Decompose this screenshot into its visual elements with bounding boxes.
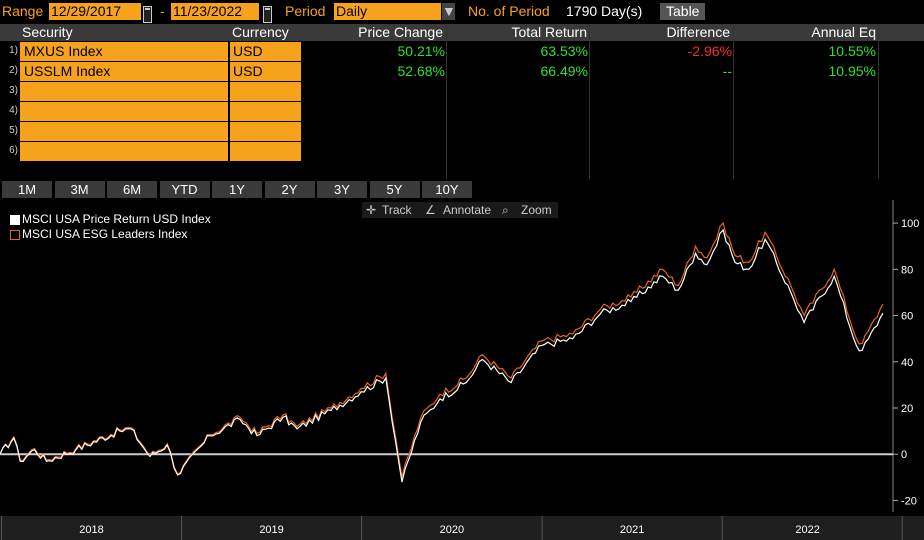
y-tick-label: 60 [901,311,913,323]
row-index: 2) [9,65,18,76]
period-button[interactable]: 2Y [264,181,315,198]
period-button[interactable]: 3M [54,181,105,198]
security-cell[interactable] [20,122,229,141]
x-tick-label: 2022 [795,524,819,536]
chart-area: -20 0 20 40 60 80 100 2018 2019 2020 2021 2022 [0,200,924,540]
security-cell[interactable] [20,142,229,161]
table-header: Security Currency Price Change Total Ret… [0,24,924,41]
row-index: 4) [9,105,18,116]
x-tick-label: 2021 [620,524,644,536]
price-change-cell: 52.68% [397,63,445,79]
difference-cell: -2.96% [687,43,732,59]
y-tick-label: 40 [901,357,913,369]
range-label: Range [2,3,44,19]
security-cell[interactable]: MXUS Index [20,42,229,61]
currency-cell[interactable] [230,122,301,141]
total-return-cell: 66.49% [540,63,588,79]
period-dropdown[interactable]: Daily [334,3,441,20]
period-button[interactable]: 1M [2,181,52,198]
row-index: 5) [9,125,18,136]
y-tick-label: 20 [901,403,913,415]
period-button[interactable]: 1Y [212,181,262,198]
x-axis-band [0,516,924,540]
column-divider [733,24,734,179]
y-tick-label: 80 [901,264,913,276]
period-button[interactable]: 6M [107,181,157,198]
annual-eq-cell: 10.55% [828,43,876,59]
security-cell[interactable] [20,82,229,101]
column-divider [589,24,590,179]
annual-eq-cell: 10.95% [828,63,876,79]
row-index: 1) [9,45,18,56]
chevron-down-icon[interactable]: ▼ [442,3,456,20]
col-header-total-return[interactable]: Total Return [511,24,587,40]
table-row[interactable]: 1) MXUS Index USD 50.21% 63.53% -2.96% 10.55% [0,42,924,62]
series-line [0,228,884,483]
x-tick-label: 2018 [79,524,103,536]
security-cell[interactable] [20,102,229,121]
range-dash: - [160,3,165,19]
total-return-cell: 63.53% [540,43,588,59]
period-button[interactable]: 3Y [317,181,367,198]
nperiod-value: 1790 Day(s) [566,3,643,19]
currency-cell[interactable]: USD [230,42,301,61]
y-tick-label: -20 [901,495,917,507]
y-tick-label: 0 [901,449,907,461]
series-line [0,221,884,478]
x-tick-label: 2019 [259,524,283,536]
calendar-icon[interactable] [143,6,152,23]
table-row[interactable]: 6) [0,142,924,162]
chart-legend: MSCI USA Price Return USD Index MSCI USA… [8,212,211,242]
period-label: Period [285,3,326,19]
price-change-cell: 50.21% [397,43,445,59]
search-icon[interactable]: ⌕ [502,203,509,217]
crosshair-icon[interactable]: ✛ [366,203,377,217]
annotate-button[interactable]: Annotate [443,203,492,217]
currency-cell[interactable]: USD [230,62,301,81]
legend-label: MSCI USA Price Return USD Index [22,212,211,226]
row-index: 3) [9,85,18,96]
legend-swatch [10,230,20,240]
calendar-icon[interactable] [263,6,272,23]
x-tick-label: 2020 [440,524,464,536]
col-header-security[interactable]: Security [22,24,73,40]
pencil-icon[interactable]: ∠ [425,203,436,217]
table-row[interactable]: 5) [0,122,924,142]
col-header-difference[interactable]: Difference [666,24,730,40]
security-cell[interactable]: USSLM Index [20,62,229,81]
currency-cell[interactable] [230,142,301,161]
legend-item[interactable]: MSCI USA ESG Leaders Index [8,227,211,242]
top-bar: Range 12/29/2017 - 11/23/2022 Period Dai… [0,0,924,23]
legend-label: MSCI USA ESG Leaders Index [22,227,188,241]
difference-cell: -- [722,63,732,79]
column-divider [446,24,447,179]
table-row[interactable]: 2) USSLM Index USD 52.68% 66.49% -- 10.95% [0,62,924,82]
track-button[interactable]: Track [382,203,412,217]
table-button[interactable]: Table [660,3,706,20]
period-button[interactable]: 10Y [422,181,472,198]
period-button[interactable]: YTD [159,181,210,198]
col-header-price-change[interactable]: Price Change [358,24,443,40]
period-button[interactable]: 5Y [369,181,420,198]
legend-item[interactable]: MSCI USA Price Return USD Index [8,212,211,227]
column-divider [878,24,879,179]
currency-cell[interactable] [230,102,301,121]
zoom-button[interactable]: Zoom [521,203,552,217]
nperiod-label: No. of Period [468,3,550,19]
legend-swatch [10,215,20,225]
y-tick-label: 100 [901,218,919,230]
chart-toolbar: ✛ Track ∠ Annotate ⌕ Zoom [362,202,558,218]
col-header-currency[interactable]: Currency [232,24,289,40]
end-date-field[interactable]: 11/23/2022 [171,3,259,20]
row-index: 6) [9,145,18,156]
col-header-annual-eq[interactable]: Annual Eq [811,24,876,40]
currency-cell[interactable] [230,82,301,101]
table-row[interactable]: 4) [0,102,924,122]
start-date-field[interactable]: 12/29/2017 [49,3,141,20]
table-row[interactable]: 3) [0,82,924,102]
